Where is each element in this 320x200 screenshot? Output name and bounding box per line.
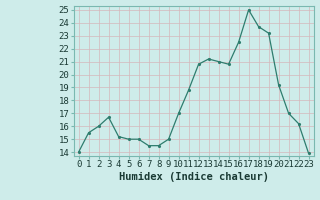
X-axis label: Humidex (Indice chaleur): Humidex (Indice chaleur) [119,172,268,182]
